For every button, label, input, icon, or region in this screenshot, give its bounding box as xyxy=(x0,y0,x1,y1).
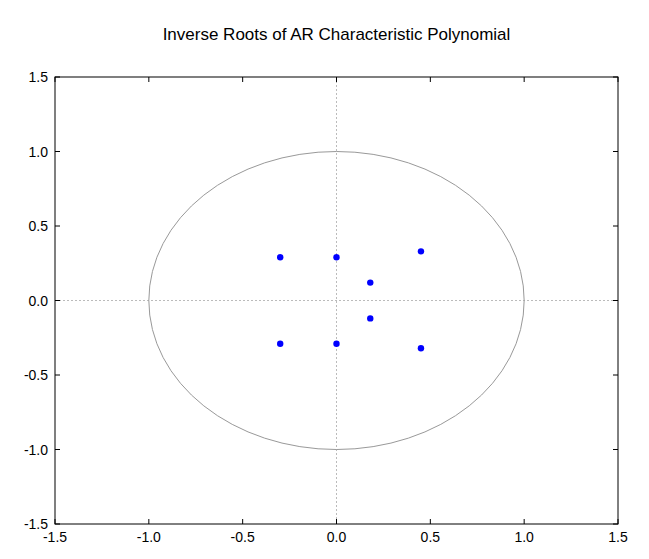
root-point xyxy=(333,254,339,260)
chart: Inverse Roots of AR Characteristic Polyn… xyxy=(0,0,649,559)
y-tick xyxy=(613,524,618,525)
x-tick xyxy=(618,77,619,82)
y-tick xyxy=(613,77,618,78)
x-tick xyxy=(524,77,525,82)
x-tick xyxy=(148,519,149,524)
y-tick xyxy=(55,226,60,227)
plot-area xyxy=(149,152,524,450)
x-tick-label: 0.0 xyxy=(327,529,347,545)
x-tick-label: 1.0 xyxy=(514,529,534,545)
y-tick xyxy=(55,300,60,301)
y-tick-label: -1.0 xyxy=(24,442,48,458)
y-tick xyxy=(55,375,60,376)
unit-circle xyxy=(149,152,524,450)
y-tick xyxy=(55,449,60,450)
y-tick-label: -1.5 xyxy=(24,516,48,532)
y-tick xyxy=(613,151,618,152)
root-point xyxy=(277,254,283,260)
title: Inverse Roots of AR Characteristic Polyn… xyxy=(163,25,511,44)
root-point xyxy=(277,341,283,347)
x-tick xyxy=(618,519,619,524)
x-tick xyxy=(242,519,243,524)
x-tick-label: -1.0 xyxy=(137,529,161,545)
root-point xyxy=(333,341,339,347)
x-tick xyxy=(430,519,431,524)
x-tick-label: -0.5 xyxy=(231,529,255,545)
y-tick xyxy=(613,375,618,376)
x-tick xyxy=(430,77,431,82)
y-tick xyxy=(55,524,60,525)
x-tick xyxy=(148,77,149,82)
x-tick xyxy=(242,77,243,82)
y-tick xyxy=(613,300,618,301)
y-tick-label: -0.5 xyxy=(24,367,48,383)
x-tick xyxy=(336,77,337,82)
y-tick xyxy=(55,151,60,152)
y-tick xyxy=(613,226,618,227)
plot-frame xyxy=(55,77,618,524)
root-point xyxy=(418,248,424,254)
x-tick xyxy=(55,519,56,524)
y-tick xyxy=(613,449,618,450)
y-tick-label: 0.5 xyxy=(29,218,49,234)
x-tick xyxy=(524,519,525,524)
y-tick xyxy=(55,77,60,78)
x-tick xyxy=(336,519,337,524)
x-tick-label: 0.5 xyxy=(421,529,441,545)
x-tick xyxy=(55,77,56,82)
root-point xyxy=(367,315,373,321)
root-point xyxy=(367,279,373,285)
y-tick-label: 1.0 xyxy=(29,144,49,160)
y-tick-label: 1.5 xyxy=(29,69,49,85)
y-tick-label: 0.0 xyxy=(29,293,49,309)
zero-line-y xyxy=(55,300,618,301)
root-point xyxy=(418,345,424,351)
x-tick-label: 1.5 xyxy=(608,529,628,545)
